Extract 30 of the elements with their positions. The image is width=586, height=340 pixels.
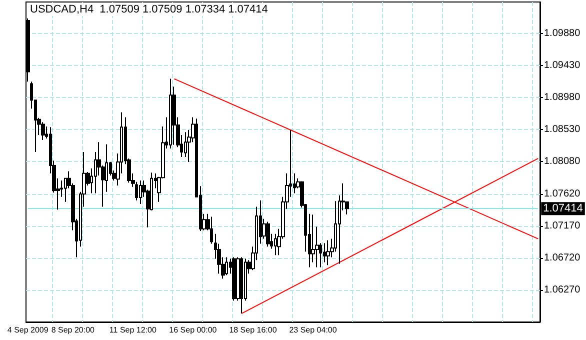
candlestick — [225, 256, 228, 276]
candlestick — [326, 240, 330, 266]
x-tick-label: 8 Sep 20:00 — [51, 326, 96, 334]
candlestick — [210, 216, 213, 244]
candlestick — [41, 122, 45, 140]
candlestick — [274, 233, 277, 256]
ref-line-label: 1.07414 — [543, 202, 583, 215]
y-tick-label: 1.08980 — [544, 92, 581, 103]
x-tick-label: 16 Sep 00:00 — [169, 326, 218, 334]
y-tick-label: 1.07170 — [544, 220, 581, 232]
x-tick-label: 23 Sep 04:00 — [289, 326, 338, 334]
y-tick-label: 1.09430 — [544, 60, 581, 71]
x-tick-label: 11 Sep 12:00 — [109, 326, 157, 334]
y-tick-label: 1.09880 — [544, 28, 581, 39]
y-tick-label: 1.08080 — [544, 156, 581, 167]
candlestick — [232, 256, 236, 302]
candlestick — [311, 214, 315, 263]
candlestick — [184, 132, 187, 158]
x-tick-label: 4 Sep 2009 — [7, 326, 49, 334]
candlestick — [139, 180, 142, 204]
candlestick — [266, 221, 270, 248]
y-tick-label: 1.06270 — [544, 284, 581, 296]
y-tick-label: 1.08530 — [544, 124, 581, 135]
y-tick-label: 1.06720 — [544, 252, 581, 264]
x-tick-label: 18 Sep 16:00 — [229, 326, 278, 334]
candlestick — [169, 78, 172, 149]
y-tick-label: 1.07620 — [544, 188, 581, 200]
candlestick — [323, 242, 326, 263]
candlestick — [240, 256, 243, 314]
chart-title: USDCAD,H4 1.07509 1.07509 1.07334 1.07414 — [30, 4, 268, 16]
